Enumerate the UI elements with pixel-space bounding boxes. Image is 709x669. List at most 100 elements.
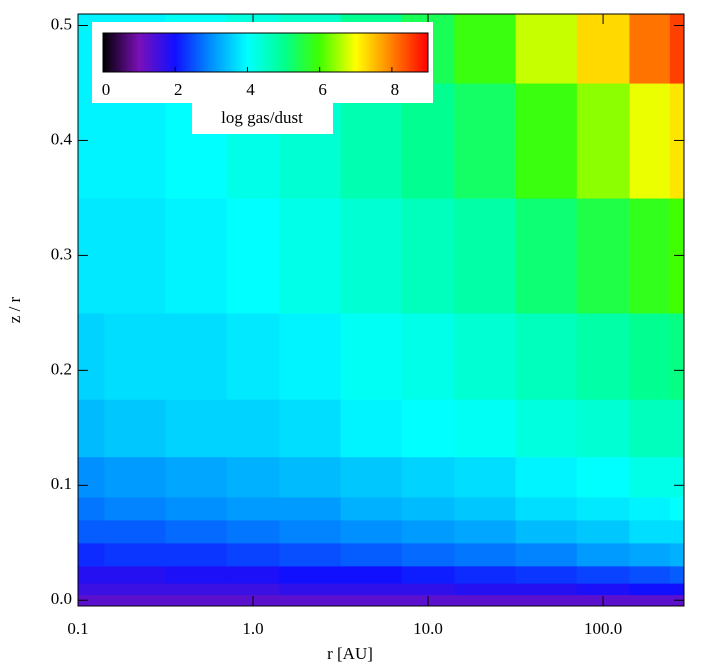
contour-cell (669, 565, 684, 584)
contour-cell (669, 456, 684, 498)
x-tick-label: 1.0 (242, 619, 263, 638)
x-tick-label: 0.1 (67, 619, 88, 638)
contour-cell (78, 519, 105, 544)
contour-cell (454, 456, 517, 498)
contour-cell (78, 312, 105, 400)
contour-cell (279, 456, 342, 498)
contour-cell (454, 519, 517, 544)
contour-cell (340, 197, 403, 314)
contour-cell (78, 399, 105, 458)
axes: 0.1 1.0 10.0 100.0 0.0 0.1 0.2 0.3 0.4 0.5 (51, 14, 684, 638)
colorbar-tick-label: 6 (318, 80, 327, 99)
contour-cell (165, 542, 228, 567)
colorbar-label-background (192, 100, 333, 134)
contour-cell (515, 496, 578, 521)
contour-cell (226, 565, 280, 584)
contour-cell (279, 496, 342, 521)
y-tick-label: 0.3 (51, 244, 72, 263)
contour-cell (165, 583, 228, 596)
contour-cell (104, 197, 167, 314)
contour-cell (669, 312, 684, 400)
contour-cell (629, 14, 671, 84)
contour-cell (340, 399, 403, 458)
y-tick-label: 0.1 (51, 474, 72, 493)
x-tick-label: 100.0 (584, 619, 622, 638)
contour-cell (669, 519, 684, 544)
y-tick-label: 0.0 (51, 589, 72, 608)
contour-cell (454, 82, 517, 199)
contour-cell (78, 456, 105, 498)
contour-cell (226, 456, 280, 498)
contour-cell (340, 519, 403, 544)
contour-cell (454, 542, 517, 567)
contour-cell (340, 496, 403, 521)
contour-cell (165, 399, 228, 458)
colorbar-tick-label: 2 (174, 80, 183, 99)
contour-cell (454, 312, 517, 400)
contour-cell (340, 542, 403, 567)
contour-cell (104, 496, 167, 521)
contour-cell (629, 594, 671, 606)
contour-cell (401, 542, 455, 567)
contour-cell (669, 583, 684, 596)
contour-cell (629, 399, 671, 458)
contour-cell (78, 496, 105, 521)
contour-cell (515, 197, 578, 314)
contour-cell (401, 312, 455, 400)
contour-cell (669, 14, 684, 84)
y-axis-label: z / r (5, 296, 24, 323)
contour-cell (515, 14, 578, 84)
contour-cell (340, 312, 403, 400)
colorbar-tick-label: 8 (391, 80, 400, 99)
contour-cell (279, 399, 342, 458)
y-tick-label: 0.2 (51, 359, 72, 378)
contour-cell (515, 519, 578, 544)
contour-cell (165, 496, 228, 521)
contour-cell (629, 519, 671, 544)
contour-cell (669, 542, 684, 567)
contour-cell (165, 594, 228, 606)
colorbar: log gas/dust 0 2 4 6 8 (92, 22, 433, 134)
contour-cell (104, 594, 167, 606)
contour-cell (226, 399, 280, 458)
colorbar-gradient (102, 32, 429, 73)
contour-cell (515, 542, 578, 567)
contour-cell (226, 197, 280, 314)
contour-cell (669, 399, 684, 458)
contour-cell (340, 456, 403, 498)
colorbar-tick-label: 4 (246, 80, 255, 99)
contour-cell (165, 197, 228, 314)
contour-cell (279, 519, 342, 544)
contour-cell (104, 312, 167, 400)
contour-cell (104, 542, 167, 567)
contour-cell (576, 312, 631, 400)
y-tick-label: 0.4 (51, 129, 73, 148)
contour-cell (165, 312, 228, 400)
contour-cell (629, 496, 671, 521)
contour-cell (629, 542, 671, 567)
contour-cell (401, 565, 455, 584)
contour-cell (104, 519, 167, 544)
contour-cell (576, 197, 631, 314)
contour-cell (165, 565, 228, 584)
contour-cell (104, 456, 167, 498)
contour-cell (401, 519, 455, 544)
contour-cell (515, 399, 578, 458)
contour-cell (340, 583, 403, 596)
contour-cell (576, 82, 631, 199)
contour-cell (226, 542, 280, 567)
contour-cell (401, 496, 455, 521)
contour-cell (454, 583, 517, 596)
contour-cell (78, 594, 105, 606)
contour-cell (104, 565, 167, 584)
contour-cell (165, 456, 228, 498)
contour-cell (515, 82, 578, 199)
contour-cell (454, 594, 517, 606)
contour-cell (629, 456, 671, 498)
contour-cell (279, 565, 342, 584)
y-tick-label: 0.5 (51, 14, 72, 33)
contour-cell (401, 399, 455, 458)
contour-cell (515, 594, 578, 606)
contour-cell (340, 565, 403, 584)
